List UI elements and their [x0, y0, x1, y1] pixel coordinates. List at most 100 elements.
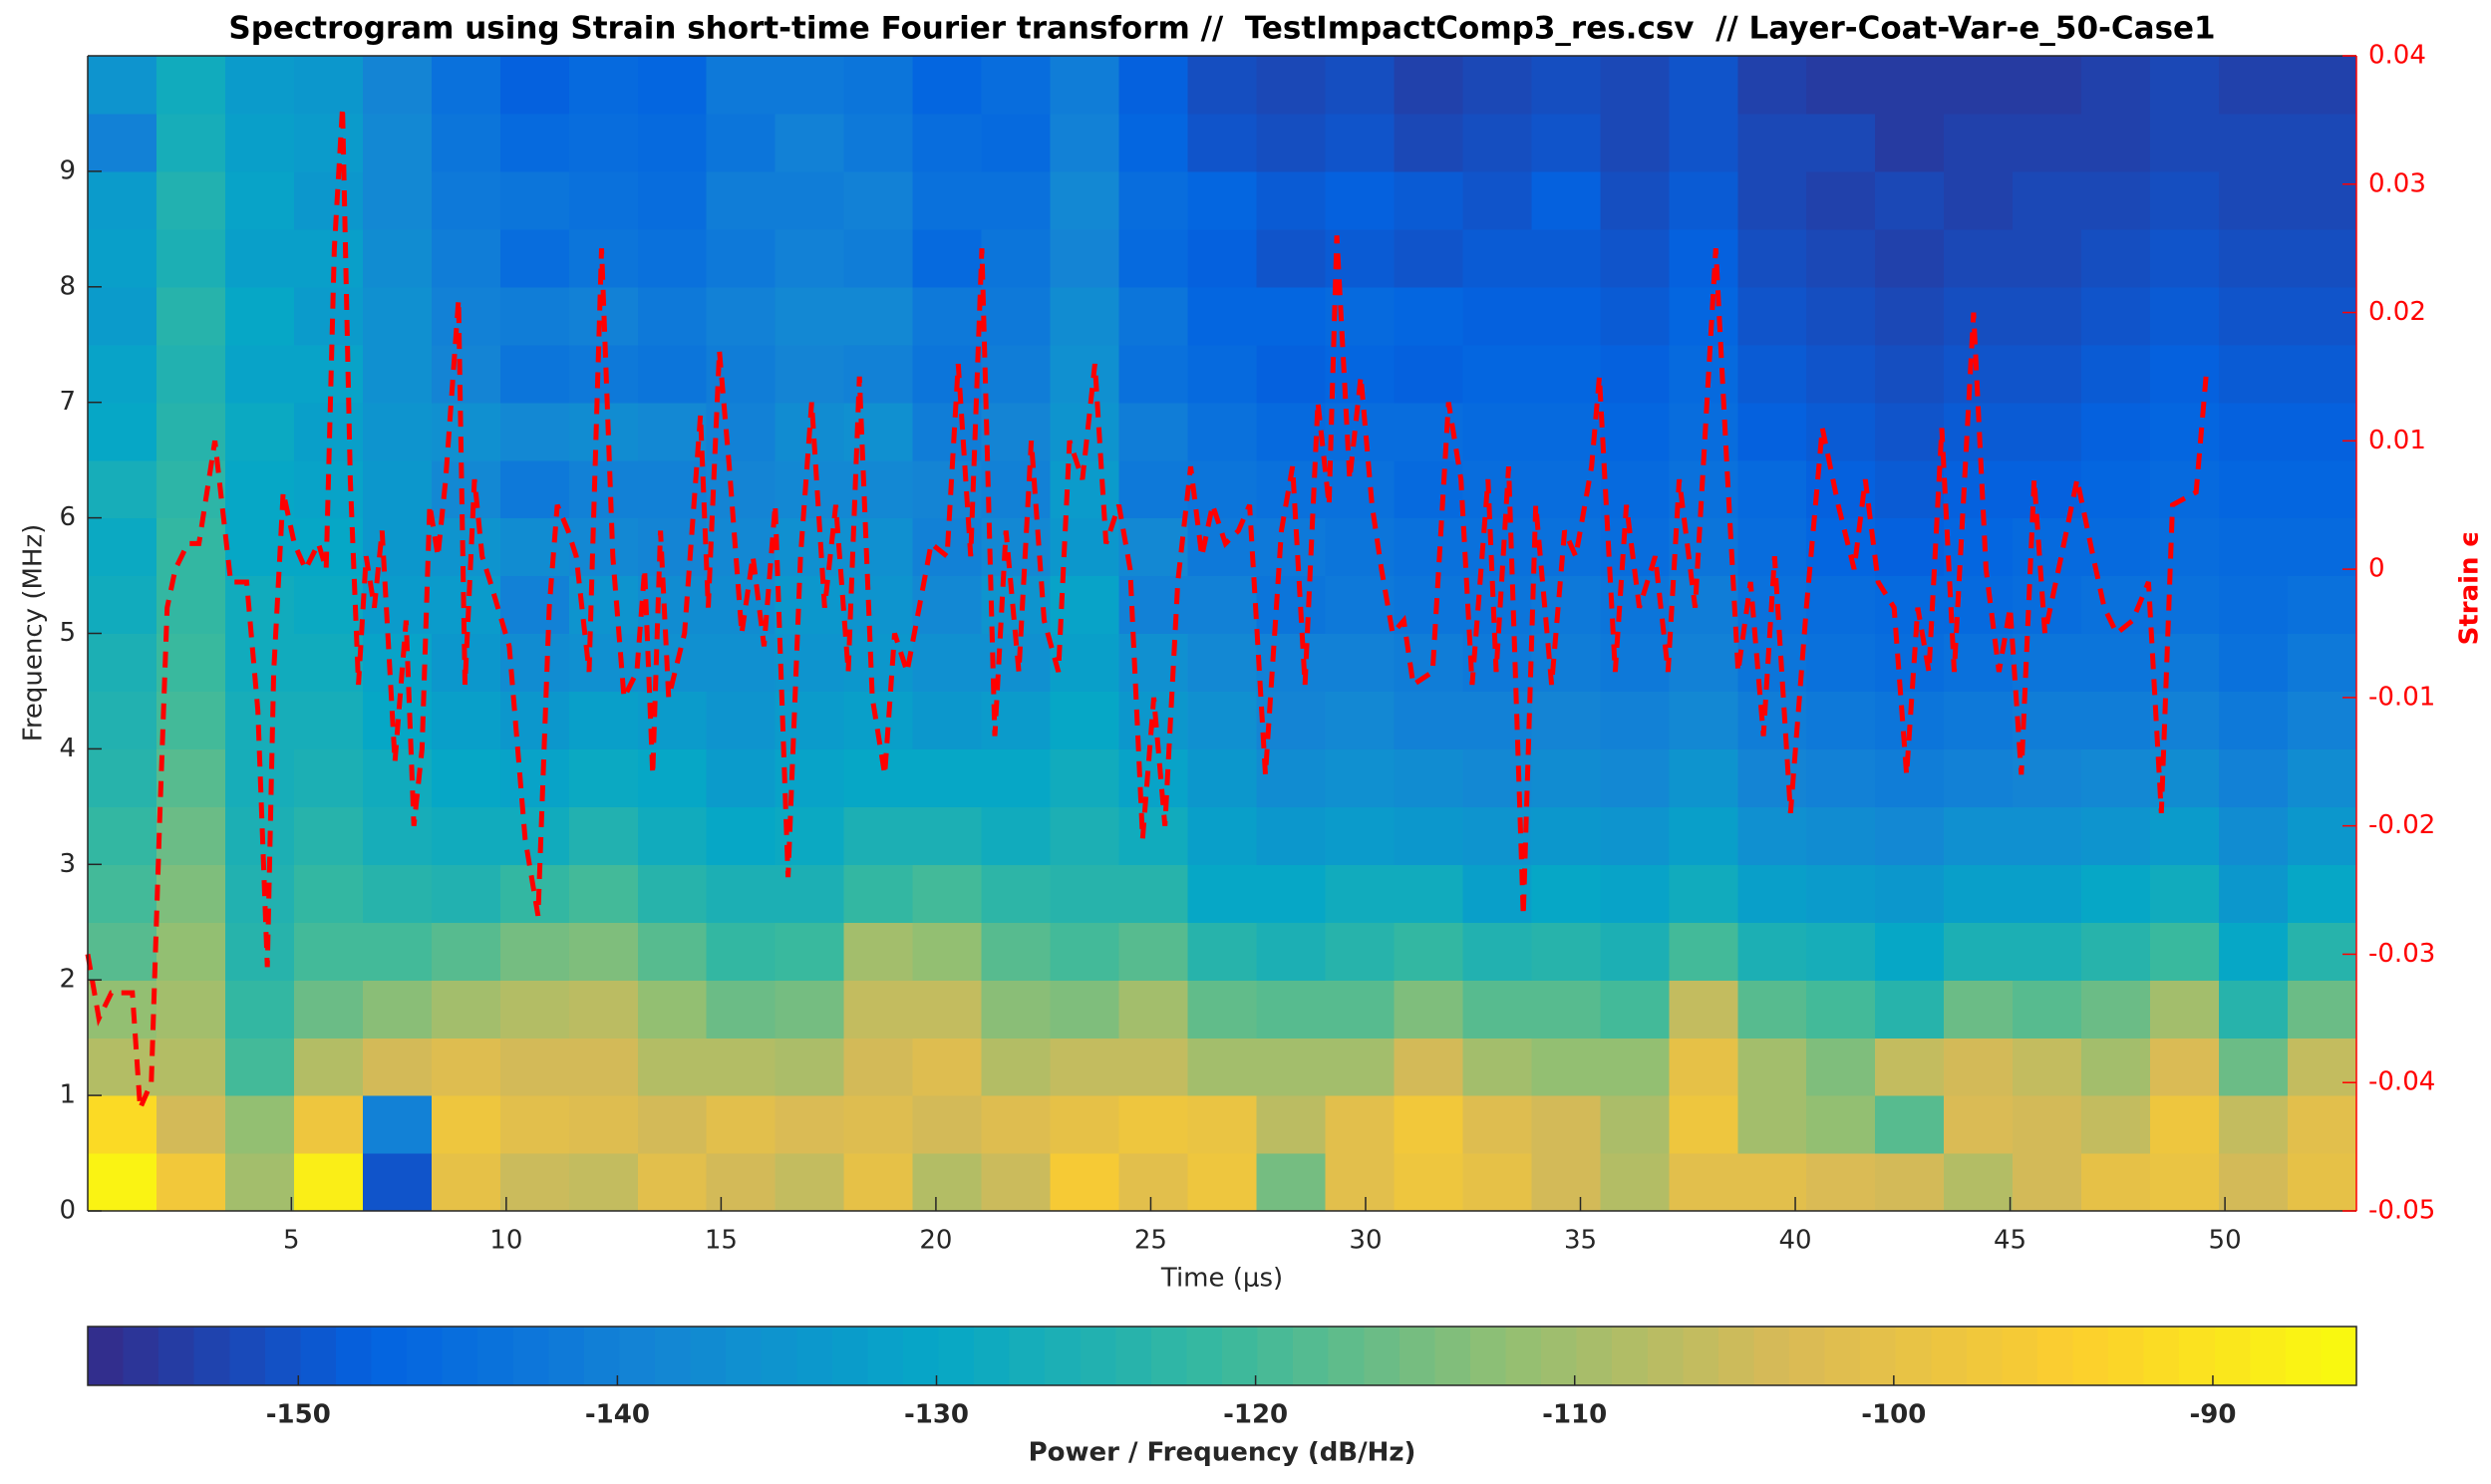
- colorbar-swatch: [1860, 1327, 1897, 1385]
- heatmap-cell: [912, 402, 983, 461]
- heatmap-cell: [2219, 56, 2289, 115]
- heatmap-cell: [2150, 1095, 2220, 1154]
- heatmap-cell: [156, 922, 226, 981]
- heatmap-cell: [1394, 1153, 1463, 1212]
- heatmap-cell: [1256, 286, 1327, 346]
- heatmap-cell: [1737, 344, 1807, 404]
- heatmap-cell: [1325, 806, 1396, 865]
- heatmap-cell: [2288, 691, 2357, 749]
- heatmap-cell: [88, 1038, 157, 1096]
- heatmap-cell: [843, 1095, 914, 1154]
- heatmap-cell: [1325, 748, 1396, 807]
- colorbar-tick-label: -130: [904, 1400, 969, 1430]
- heatmap-cell: [499, 1095, 570, 1154]
- heatmap-cell: [1944, 459, 2014, 519]
- heatmap-cell: [293, 633, 364, 693]
- y2-tick-label: -0.03: [2368, 939, 2435, 969]
- x-tick-label: 30: [1349, 1226, 1382, 1256]
- heatmap-cell: [224, 575, 295, 635]
- heatmap-cell: [1669, 922, 1738, 981]
- heatmap-cell: [1187, 748, 1258, 807]
- heatmap-cell: [2150, 56, 2220, 115]
- heatmap-cell: [981, 113, 1052, 172]
- heatmap-cell: [1050, 517, 1120, 577]
- y2-tick-label: 0.03: [2368, 168, 2426, 198]
- heatmap-cell: [2081, 113, 2151, 172]
- heatmap-cell: [2081, 344, 2151, 404]
- y2-tick-label: 0: [2368, 554, 2385, 584]
- heatmap-cell: [2219, 459, 2289, 519]
- heatmap-cell: [2288, 575, 2357, 635]
- heatmap-cell: [88, 113, 157, 172]
- heatmap-cell: [1669, 113, 1738, 172]
- heatmap-cell: [362, 922, 433, 981]
- heatmap-cell: [1394, 1038, 1463, 1096]
- heatmap-cell: [156, 1153, 226, 1212]
- heatmap-cell: [1669, 1153, 1738, 1212]
- y-tick-label: 8: [59, 271, 76, 301]
- heatmap-cell: [1394, 113, 1463, 172]
- heatmap-cell: [499, 748, 570, 807]
- heatmap-cell: [431, 806, 501, 865]
- heatmap-cell: [2288, 748, 2357, 807]
- y-tick-label: 1: [59, 1080, 76, 1110]
- heatmap-cell: [912, 864, 983, 923]
- heatmap-cell: [912, 980, 983, 1039]
- y-tick-label: 7: [59, 387, 76, 417]
- heatmap-cell: [1050, 170, 1120, 230]
- heatmap-cell: [1118, 113, 1189, 172]
- colorbar-swatch: [1186, 1327, 1223, 1385]
- heatmap-cell: [431, 1038, 501, 1096]
- heatmap-cell: [362, 56, 433, 115]
- colorbar-swatch: [1328, 1327, 1365, 1385]
- heatmap-cell: [1806, 748, 1876, 807]
- colorbar-swatch: [1505, 1327, 1542, 1385]
- heatmap-cell: [1394, 286, 1463, 346]
- heatmap-cell: [1806, 806, 1876, 865]
- heatmap-cell: [2150, 1038, 2220, 1096]
- heatmap-cell: [1669, 286, 1738, 346]
- heatmap-cell: [1187, 1153, 1258, 1212]
- heatmap-cell: [88, 344, 157, 404]
- heatmap-cell: [2150, 113, 2220, 172]
- heatmap-cell: [1875, 633, 1945, 693]
- colorbar-tick-label: -140: [585, 1400, 650, 1430]
- heatmap-cell: [1806, 1153, 1876, 1212]
- heatmap-cell: [1806, 344, 1876, 404]
- colorbar-label: Power / Frequency (dB/Hz): [1029, 1438, 1416, 1468]
- heatmap-cell: [2013, 922, 2082, 981]
- heatmap-cell: [1462, 286, 1532, 346]
- heatmap-cell: [775, 517, 845, 577]
- heatmap-cell: [1187, 286, 1258, 346]
- heatmap-cell: [2081, 1153, 2151, 1212]
- heatmap-cell: [2219, 228, 2289, 288]
- heatmap-cell: [1944, 1095, 2014, 1154]
- heatmap-cell: [637, 113, 708, 172]
- heatmap-cell: [2013, 228, 2082, 288]
- heatmap-cell: [568, 1095, 639, 1154]
- heatmap-cell: [1806, 922, 1876, 981]
- heatmap-cell: [499, 344, 570, 404]
- heatmap-cell: [1325, 517, 1396, 577]
- x-tick-label: 15: [705, 1226, 738, 1256]
- heatmap-cell: [2288, 517, 2357, 577]
- heatmap-cell: [775, 980, 845, 1039]
- heatmap-cell: [1944, 517, 2014, 577]
- heatmap-cell: [88, 402, 157, 461]
- heatmap-cell: [293, 113, 364, 172]
- heatmap-cell: [637, 864, 708, 923]
- heatmap-cell: [637, 286, 708, 346]
- heatmap-cell: [775, 170, 845, 230]
- heatmap-cell: [2219, 402, 2289, 461]
- heatmap-cell: [1600, 344, 1670, 404]
- heatmap-cell: [2013, 170, 2082, 230]
- heatmap-cell: [1394, 748, 1463, 807]
- heatmap-cell: [1050, 1153, 1120, 1212]
- colorbar-swatch: [1257, 1327, 1294, 1385]
- heatmap-cell: [1669, 56, 1738, 115]
- heatmap-cell: [88, 864, 157, 923]
- heatmap-cell: [499, 517, 570, 577]
- heatmap-cell: [1531, 170, 1601, 230]
- colorbar-swatch: [335, 1327, 373, 1385]
- heatmap-cell: [775, 56, 845, 115]
